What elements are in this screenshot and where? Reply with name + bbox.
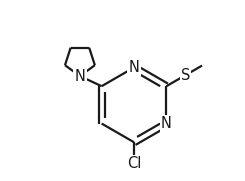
Text: Cl: Cl [127,156,141,171]
Text: N: N [161,116,172,131]
Text: N: N [74,69,85,84]
Text: N: N [129,60,139,75]
Text: S: S [181,68,190,83]
